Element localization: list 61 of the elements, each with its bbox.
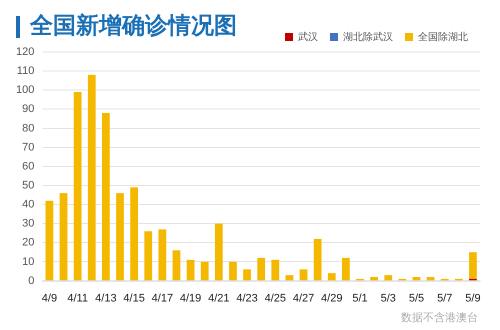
y-tick-label: 110 (16, 65, 34, 78)
bar (342, 258, 350, 280)
x-tick-label: 4/15 (123, 292, 145, 304)
y-tick-label: 120 (16, 46, 34, 58)
x-tick-label: 5/9 (465, 292, 481, 304)
y-tick-label: 70 (22, 141, 34, 154)
bar (102, 113, 110, 280)
bar (257, 258, 266, 280)
x-tick-label: 4/27 (292, 292, 314, 304)
bar (314, 238, 322, 280)
bar (469, 252, 477, 279)
y-tick-label: 100 (16, 84, 34, 96)
y-tick-label: 90 (22, 103, 34, 116)
x-tick-label: 4/19 (180, 292, 202, 304)
bar (370, 276, 378, 280)
y-tick-label: 50 (22, 180, 34, 192)
chart-title: 全国新增确诊情况图 (30, 12, 237, 41)
x-tick-label: 4/13 (95, 292, 117, 304)
x-tick-label: 5/7 (437, 292, 452, 304)
y-tick-label: 30 (22, 218, 34, 230)
x-tick-label: 4/25 (264, 292, 286, 304)
bar (243, 269, 251, 280)
x-tick-label: 4/29 (321, 292, 342, 304)
bar (172, 250, 180, 280)
x-tick-label: 4/9 (42, 292, 58, 304)
y-tick-label: 40 (22, 198, 34, 211)
bar (74, 92, 82, 280)
y-tick-label: 60 (22, 160, 34, 172)
x-tick-label: 5/3 (380, 292, 396, 304)
bar (426, 276, 434, 280)
x-tick-label: 4/11 (67, 292, 88, 304)
bar (186, 260, 194, 280)
bar (271, 260, 280, 280)
x-tick-label: 4/23 (236, 292, 258, 304)
y-tick-label: 0 (28, 274, 34, 287)
legend-label: 全国除湖北 (418, 30, 468, 43)
y-tick-label: 20 (22, 236, 34, 249)
bar (286, 275, 294, 280)
bar (60, 193, 68, 280)
bar (412, 276, 420, 280)
y-tick-label: 80 (22, 122, 34, 134)
bar (130, 187, 138, 280)
bar (158, 229, 166, 280)
bar (229, 262, 237, 280)
bar (300, 269, 308, 280)
bar (144, 231, 152, 280)
text: 数据不含港澳台 (401, 310, 478, 324)
x-tick-label: 5/1 (352, 292, 368, 304)
x-tick-label: 5/5 (408, 292, 424, 304)
x-tick-label: 4/17 (152, 292, 174, 304)
y-tick-label: 10 (22, 256, 34, 268)
bar (328, 273, 336, 280)
bar (88, 74, 96, 280)
bar (384, 275, 392, 280)
legend-label: 武汉 (298, 30, 318, 43)
bar (200, 262, 209, 280)
bar (116, 193, 124, 280)
legend-label: 湖北除武汉 (343, 30, 393, 43)
x-tick-label: 4/21 (208, 292, 230, 304)
bar (46, 200, 54, 280)
bar (214, 224, 223, 280)
